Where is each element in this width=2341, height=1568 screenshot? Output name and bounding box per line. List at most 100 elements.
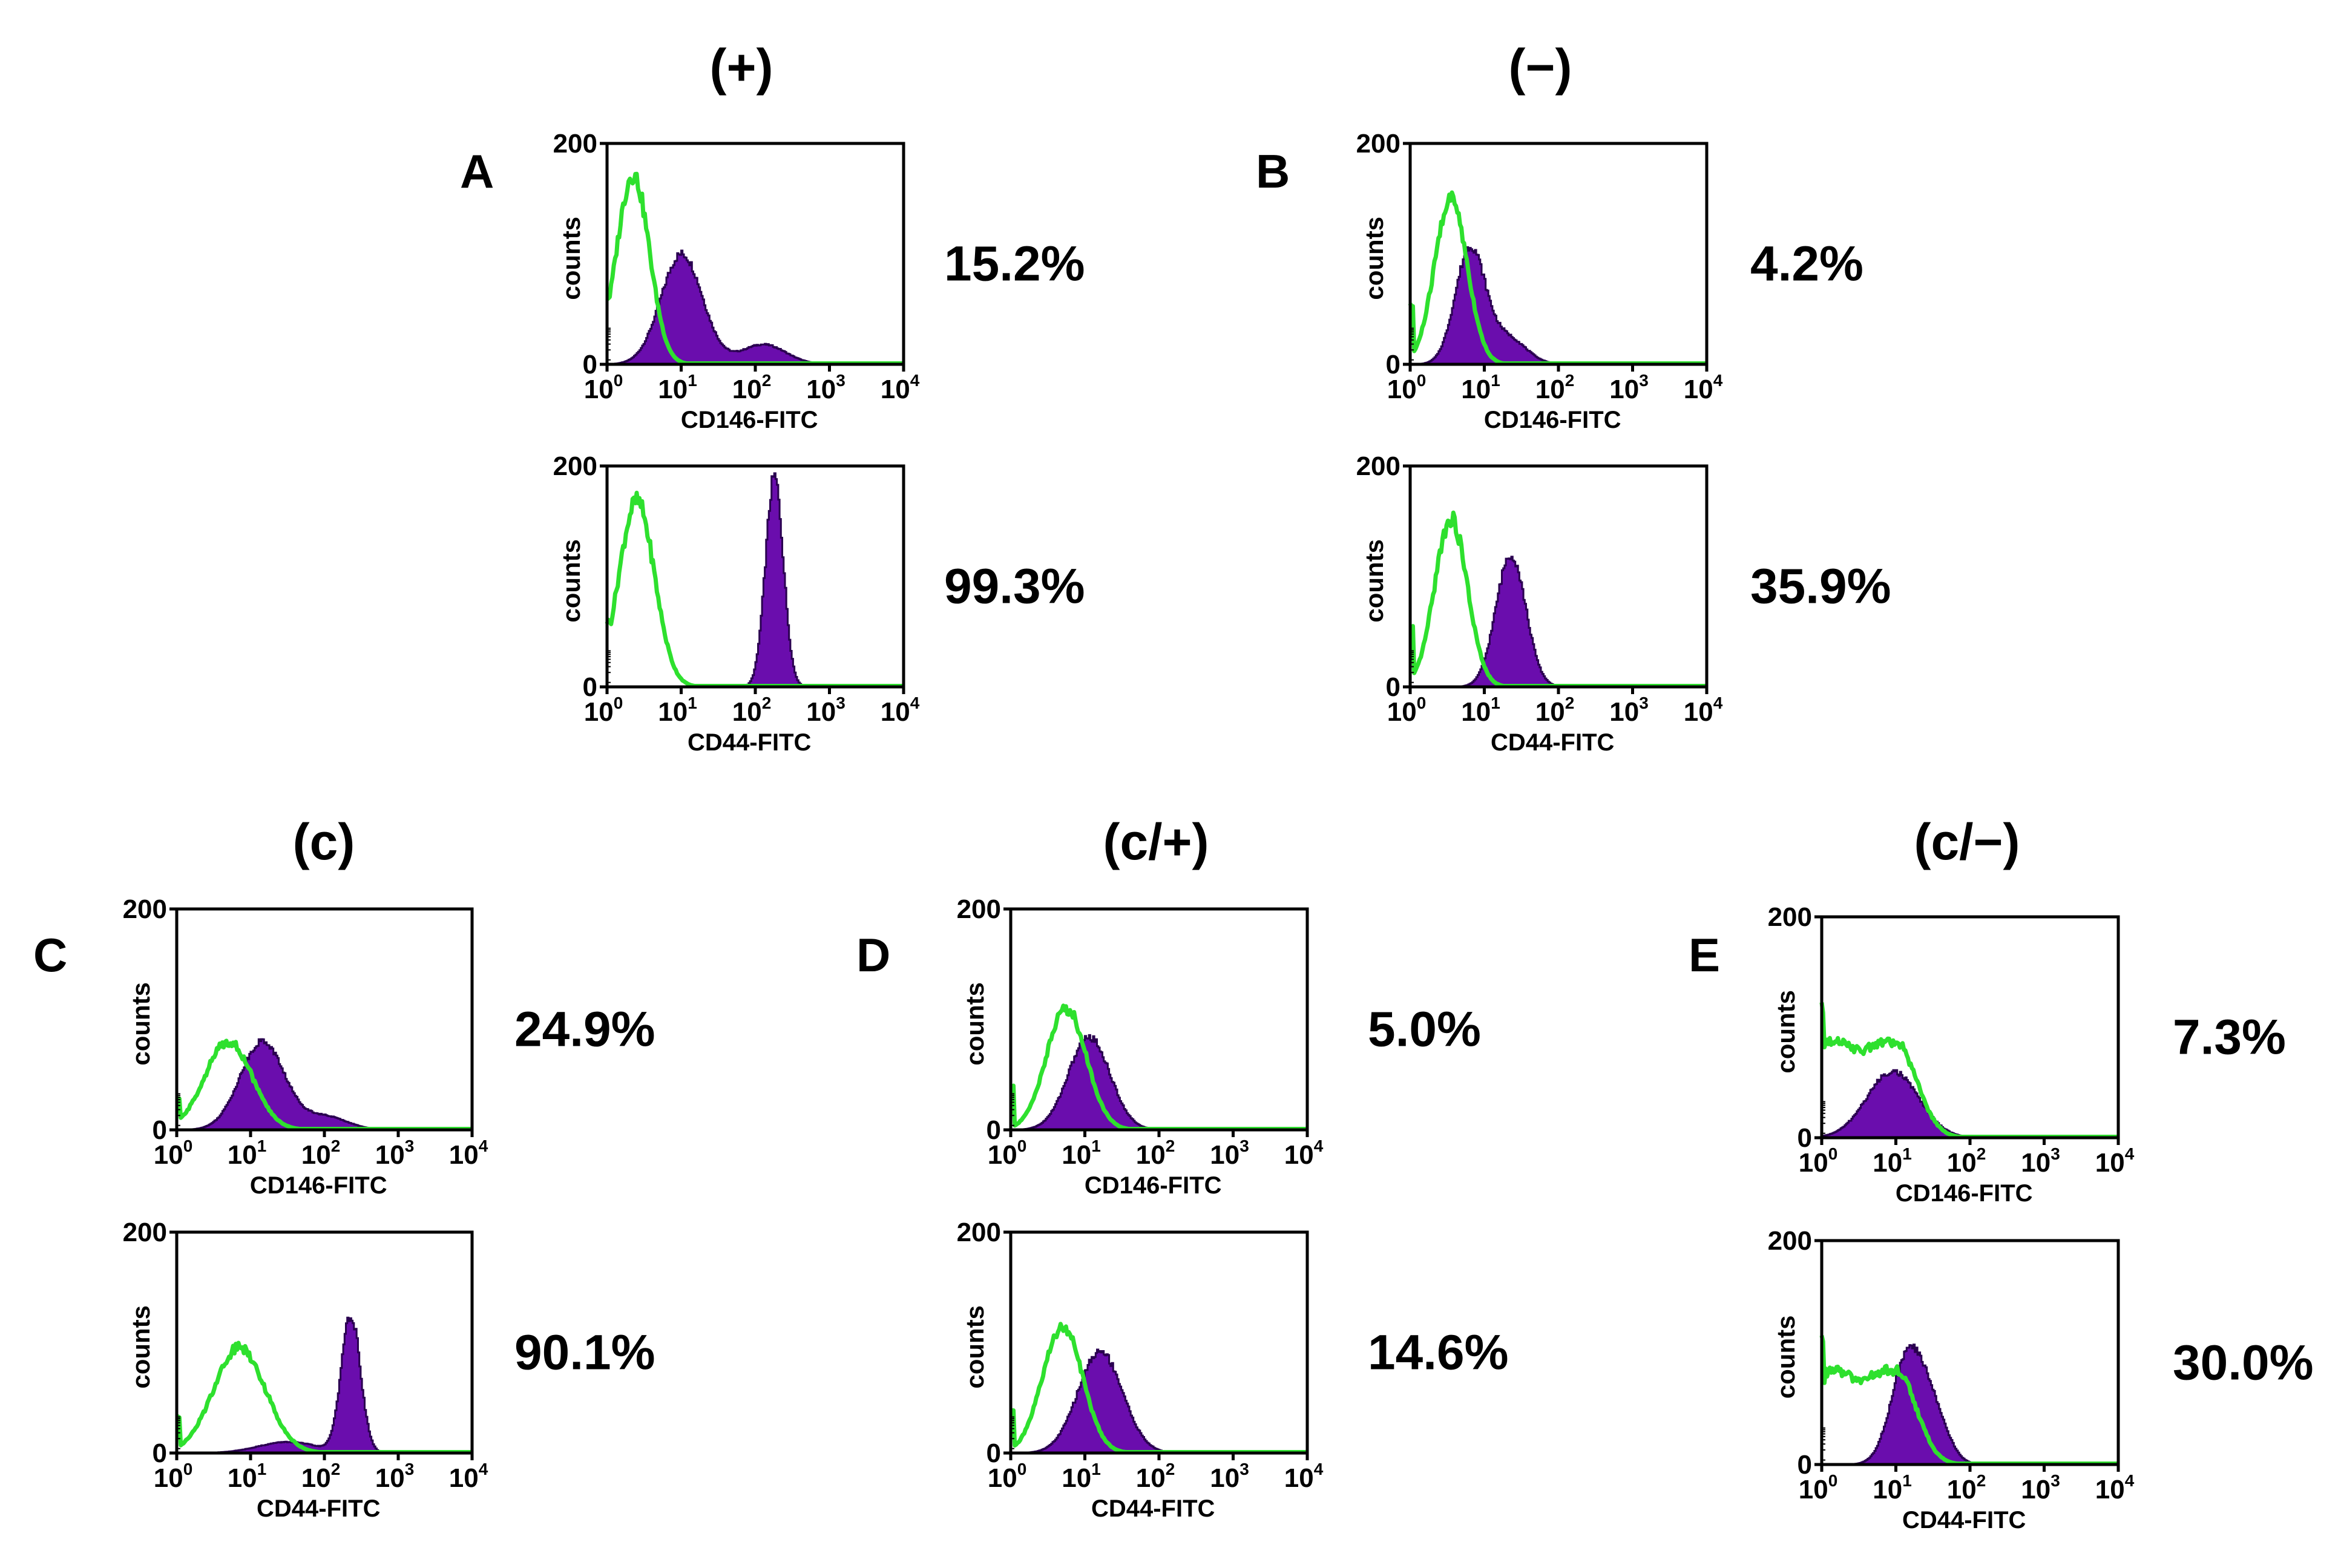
x-tick-label: 103 bbox=[1210, 1137, 1249, 1170]
x-tick-label: 102 bbox=[1535, 371, 1575, 404]
histogram-plot: 200 0 counts 100 101 102 103 104 CD146-FITC 5.0% bbox=[957, 894, 1481, 1199]
y-axis-label: counts bbox=[557, 217, 585, 300]
y-tick-label: 200 bbox=[1356, 129, 1400, 159]
control-histogram bbox=[605, 490, 905, 688]
x-axis-label: CD146-FITC bbox=[1484, 407, 1621, 433]
group-title: (+) bbox=[710, 39, 773, 96]
sample-histogram bbox=[1821, 1069, 2118, 1139]
x-tick-label: 100 bbox=[988, 1460, 1027, 1493]
y-axis-label: counts bbox=[1771, 1316, 1800, 1399]
group-title: (c/+) bbox=[1103, 813, 1209, 870]
positive-percentage: 5.0% bbox=[1368, 1002, 1481, 1057]
panel-letter: B bbox=[1256, 145, 1290, 198]
y-tick-label: 200 bbox=[1768, 1226, 1812, 1256]
y-tick-label: 200 bbox=[553, 129, 597, 159]
x-tick-label: 101 bbox=[228, 1137, 267, 1170]
x-tick-label: 102 bbox=[1535, 694, 1575, 727]
histogram-plot: 200 0 counts 100 101 102 103 104 CD146-FITC 24.9% bbox=[123, 894, 655, 1199]
x-tick-label: 101 bbox=[1062, 1137, 1101, 1170]
x-tick-label: 104 bbox=[449, 1460, 488, 1493]
x-tick-label: 100 bbox=[154, 1460, 193, 1493]
panel-letter: E bbox=[1689, 928, 1720, 982]
x-tick-label: 102 bbox=[1136, 1460, 1175, 1493]
x-tick-label: 104 bbox=[1284, 1460, 1324, 1493]
histogram-plot: 200 0 counts 100 101 102 103 104 CD146-FITC 15.2% bbox=[553, 129, 1085, 433]
x-axis-label: CD146-FITC bbox=[681, 407, 818, 433]
y-tick-label: 200 bbox=[553, 451, 597, 481]
y-axis-label: counts bbox=[126, 1305, 155, 1389]
x-tick-label: 100 bbox=[1387, 371, 1427, 404]
histogram-plot: 200 0 counts 100 101 102 103 104 CD44-FITC 35.9% bbox=[1356, 451, 1891, 756]
x-tick-label: 102 bbox=[301, 1460, 341, 1493]
x-tick-label: 102 bbox=[301, 1137, 341, 1170]
histogram-plot: 200 0 counts 100 101 102 103 104 CD146-FITC 7.3% bbox=[1768, 902, 2286, 1207]
y-tick-label: 0 bbox=[153, 1438, 167, 1468]
control-histogram bbox=[1819, 1335, 2119, 1466]
x-axis-label: CD146-FITC bbox=[1085, 1172, 1222, 1199]
x-tick-label: 101 bbox=[1461, 694, 1500, 727]
y-tick-label: 0 bbox=[1386, 350, 1400, 379]
y-axis-label: counts bbox=[960, 982, 989, 1066]
plot-frame bbox=[605, 464, 905, 689]
x-tick-label: 102 bbox=[1947, 1471, 1986, 1504]
x-axis-label: CD44-FITC bbox=[688, 729, 811, 756]
x-tick-label: 104 bbox=[1284, 1137, 1324, 1170]
sample-histogram bbox=[1011, 1348, 1307, 1454]
y-tick-label: 0 bbox=[153, 1115, 167, 1145]
x-tick-label: 104 bbox=[1684, 694, 1723, 727]
group-title: (c) bbox=[293, 813, 355, 870]
y-tick-label: 0 bbox=[583, 672, 597, 702]
positive-percentage: 14.6% bbox=[1368, 1325, 1509, 1380]
group-title: (−) bbox=[1509, 39, 1572, 96]
plot-frame bbox=[1820, 1239, 2120, 1466]
x-tick-label: 100 bbox=[584, 371, 623, 404]
histogram-plot: 200 0 counts 100 101 102 103 104 CD44-FITC 14.6% bbox=[957, 1218, 1509, 1522]
positive-percentage: 90.1% bbox=[514, 1325, 655, 1380]
x-tick-label: 101 bbox=[1873, 1144, 1912, 1178]
x-tick-label: 101 bbox=[1461, 371, 1500, 404]
y-axis-label: counts bbox=[557, 539, 585, 623]
y-tick-label: 0 bbox=[1798, 1450, 1812, 1480]
x-axis-label: CD146-FITC bbox=[250, 1172, 387, 1199]
x-tick-label: 103 bbox=[806, 694, 845, 727]
histogram-plot: 200 0 counts 100 101 102 103 104 CD146-FITC 4.2% bbox=[1356, 129, 1863, 433]
y-tick-label: 200 bbox=[957, 1218, 1001, 1247]
positive-percentage: 30.0% bbox=[2173, 1335, 2314, 1390]
y-axis-label: counts bbox=[126, 982, 155, 1066]
x-tick-label: 102 bbox=[1136, 1137, 1175, 1170]
group-title: (c/−) bbox=[1914, 813, 2020, 870]
positive-percentage: 7.3% bbox=[2173, 1009, 2286, 1064]
positive-percentage: 99.3% bbox=[944, 559, 1085, 614]
histogram-plot: 200 0 counts 100 101 102 103 104 CD44-FITC 99.3% bbox=[553, 451, 1085, 756]
x-axis-label: CD44-FITC bbox=[1491, 729, 1614, 756]
x-tick-label: 103 bbox=[375, 1137, 415, 1170]
y-tick-label: 200 bbox=[1356, 451, 1400, 481]
y-axis-label: counts bbox=[1360, 217, 1388, 300]
sample-histogram bbox=[607, 472, 904, 688]
plot-frame bbox=[1408, 464, 1709, 689]
x-tick-label: 100 bbox=[154, 1137, 193, 1170]
histogram-plot: 200 0 counts 100 101 102 103 104 CD44-FITC 90.1% bbox=[123, 1218, 655, 1522]
positive-percentage: 35.9% bbox=[1750, 559, 1891, 614]
control-histogram bbox=[1409, 510, 1708, 688]
sample-histogram bbox=[1410, 246, 1707, 366]
x-tick-label: 103 bbox=[2021, 1144, 2060, 1178]
sample-histogram bbox=[1011, 1034, 1307, 1131]
x-tick-label: 104 bbox=[2095, 1471, 2135, 1504]
x-tick-label: 103 bbox=[2021, 1471, 2060, 1504]
x-tick-label: 103 bbox=[806, 371, 845, 404]
x-tick-label: 100 bbox=[584, 694, 623, 727]
y-tick-label: 0 bbox=[583, 350, 597, 379]
x-tick-label: 103 bbox=[375, 1460, 415, 1493]
plot-frame bbox=[175, 1230, 474, 1455]
y-tick-label: 200 bbox=[123, 894, 167, 924]
y-tick-label: 0 bbox=[987, 1115, 1001, 1145]
x-tick-label: 101 bbox=[658, 371, 697, 404]
x-tick-label: 104 bbox=[881, 694, 920, 727]
y-tick-label: 0 bbox=[1386, 672, 1400, 702]
x-tick-label: 104 bbox=[2095, 1144, 2135, 1178]
x-tick-label: 102 bbox=[732, 371, 772, 404]
x-axis-label: CD44-FITC bbox=[257, 1495, 380, 1522]
y-tick-label: 200 bbox=[957, 894, 1001, 924]
